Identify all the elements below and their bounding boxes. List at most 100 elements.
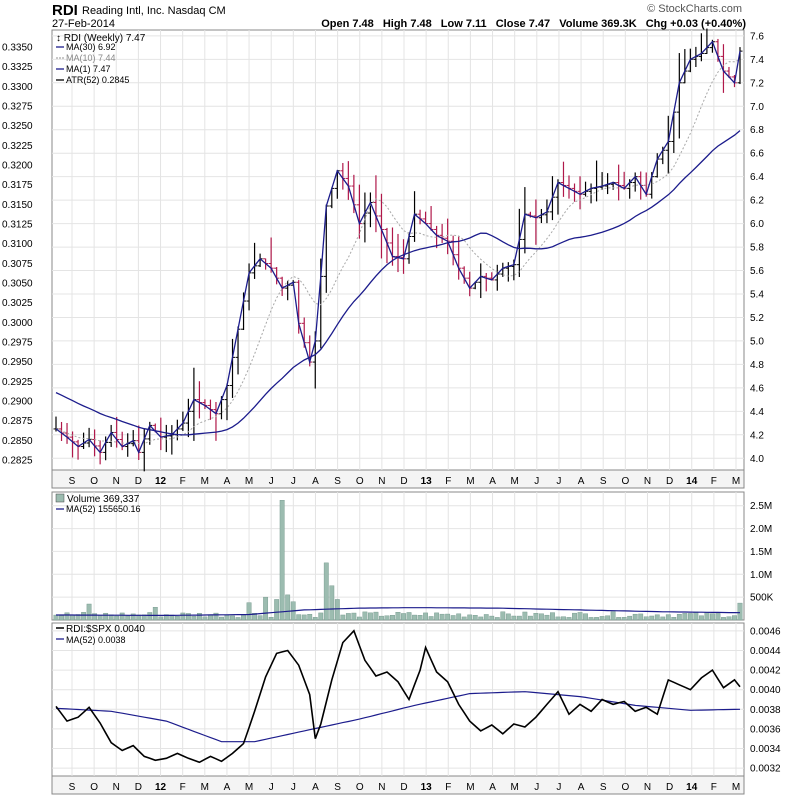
volume-bar — [224, 614, 230, 621]
ratio-title: RDI:$SPX 0.0040 — [66, 624, 145, 635]
volume-bar — [174, 615, 180, 621]
volume-bar — [483, 614, 489, 621]
x-tick-label: M — [510, 476, 518, 487]
volume-bar — [715, 613, 721, 621]
volume-bar — [693, 611, 699, 621]
volume-bar — [197, 613, 202, 621]
x-axis-band-bottom — [51, 775, 745, 795]
high-value: High 7.48 — [382, 18, 432, 30]
volume-bar — [125, 615, 131, 621]
volume-bar — [732, 615, 737, 621]
volume-bar — [75, 614, 81, 621]
x-tick-label: A — [312, 476, 319, 487]
price-right-tick-label: 6.8 — [750, 125, 764, 136]
price-right-tick-label: 7.4 — [750, 55, 764, 66]
volume-bar — [59, 615, 64, 621]
volume-bar — [472, 615, 478, 621]
volume-bar — [373, 611, 379, 621]
chart-date: 27-Feb-2014 — [52, 18, 115, 30]
volume-bar — [230, 615, 235, 621]
volume-bar — [417, 615, 423, 621]
x-tick-label: D — [666, 476, 673, 487]
x-tick-label: D — [135, 476, 142, 487]
volume-bar — [103, 612, 109, 621]
low-value: Low 7.11 — [440, 18, 487, 30]
x-tick-label-bottom: J — [269, 782, 274, 793]
volume-bar — [599, 616, 605, 621]
atr-left-tick-label: 0.3325 — [2, 62, 33, 73]
volume-bar — [296, 614, 302, 621]
volume-bar — [704, 612, 710, 621]
x-tick-label: N — [113, 476, 120, 487]
x-tick-label: M — [466, 476, 474, 487]
volume-ma-legend-label: MA(52) 155650.16 — [66, 504, 141, 514]
atr-left-tick-label: 0.2825 — [2, 456, 33, 467]
price-right-tick-label: 4.8 — [750, 360, 764, 371]
volume-bar — [97, 615, 103, 621]
volume-bar — [467, 614, 473, 621]
ratio-right-tick-label: 0.0040 — [750, 685, 781, 696]
volume-bar — [726, 616, 732, 621]
volume-bar — [395, 612, 401, 621]
volume-bar — [500, 611, 506, 621]
volume-bar — [577, 612, 583, 621]
volume-bar — [428, 616, 434, 621]
x-tick-label: S — [334, 476, 341, 487]
volume-bar — [710, 613, 715, 621]
volume-bar — [81, 612, 86, 621]
x-tick-label: M — [732, 476, 740, 487]
atr-left-tick-label: 0.2925 — [2, 377, 33, 388]
volume-bar — [301, 614, 307, 621]
volume-bar — [505, 613, 511, 621]
volume-bar — [434, 612, 440, 621]
volume-bar — [263, 596, 269, 621]
x-tick-label-bottom: F — [445, 782, 451, 793]
volume-bar — [627, 615, 633, 621]
volume-bar — [379, 615, 384, 621]
x-tick-label: O — [621, 476, 629, 487]
volume-title: Volume 369,337 — [67, 494, 140, 505]
volume-bar — [246, 602, 252, 621]
volume-bar — [329, 585, 335, 621]
volume-bar — [252, 613, 257, 621]
volume-bar — [527, 615, 533, 621]
volume-bar — [605, 615, 611, 621]
volume-bar — [191, 616, 197, 621]
x-tick-label-bottom: O — [356, 782, 364, 793]
x-tick-label-bottom: S — [600, 782, 607, 793]
x-axis-band — [51, 469, 745, 489]
atr-left-tick-label: 0.2975 — [2, 338, 33, 349]
volume-ma52-line — [56, 607, 741, 616]
x-tick-label-bottom: D — [400, 782, 407, 793]
ratio-right-tick-label: 0.0046 — [750, 626, 781, 637]
volume-bar — [257, 615, 263, 621]
volume-bar — [478, 616, 484, 621]
volume-bar — [555, 616, 561, 621]
open-value: Open 7.48 — [321, 18, 374, 30]
price-legend-label: MA(1) 7.47 — [66, 64, 111, 74]
volume-bar — [163, 614, 169, 621]
price-right-tick-label: 7.0 — [750, 102, 764, 113]
price-legend-label: ATR(52) 0.2845 — [66, 75, 129, 85]
atr-left-tick-label: 0.3350 — [2, 43, 33, 54]
atr-left-tick-label: 0.3200 — [2, 161, 33, 172]
volume-right-tick-label: 500K — [750, 593, 774, 604]
volume-bar — [119, 612, 125, 621]
volume-bar — [660, 616, 666, 621]
ratio-ma52-line — [55, 691, 741, 743]
vol-panel-frame — [51, 491, 745, 621]
volume-bar — [114, 615, 120, 621]
price-right-tick-label: 5.6 — [750, 266, 764, 277]
price-right-tick-label: 6.4 — [750, 172, 764, 183]
x-tick-label-bottom: F — [711, 782, 717, 793]
atr-left-tick-label: 0.3300 — [2, 82, 33, 93]
x-tick-label: J — [556, 476, 561, 487]
ratio-panel-frame — [51, 622, 745, 777]
x-tick-label: N — [644, 476, 651, 487]
volume-bar — [610, 611, 616, 621]
x-tick-label-bottom: S — [334, 782, 341, 793]
volume-value: Volume 369.3K — [559, 18, 637, 30]
volume-bar — [450, 615, 456, 621]
x-tick-label: S — [69, 476, 76, 487]
